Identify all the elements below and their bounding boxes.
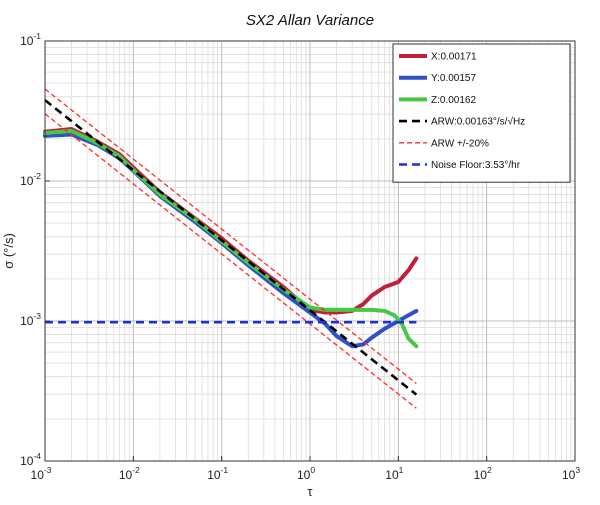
y-tick-label: 10-2 [20,171,41,188]
series-line-3 [44,99,418,396]
y-axis-ticks: 10-410-310-210-1 [20,31,50,468]
y-tick-label: 10-4 [20,451,41,468]
x-tick-base: 10 [562,468,576,482]
x-tick-exponent: -1 [221,465,229,475]
x-tick-label: 101 [385,465,403,482]
legend-label: Noise Floor:3.53°/hr [431,160,521,171]
legend-label: Y:0.00157 [431,73,476,84]
chart-title: SX2 Allan Variance [246,12,374,29]
y-tick-base: 10 [20,314,34,328]
x-axis-label: τ [307,484,313,499]
y-tick-base: 10 [20,454,34,468]
legend: X:0.00171 Y:0.00157 Z:0.00162 ARW:0.00163°/… [392,43,571,183]
y-tick-label: 10-1 [20,31,41,48]
series-line-5 [44,113,417,409]
legend-label: Z:0.00162 [431,95,476,106]
x-tick-base: 10 [31,468,45,482]
legend-label: ARW:0.00163°/s/√Hz [431,116,525,128]
x-tick-base: 10 [474,468,488,482]
x-tick-exponent: 1 [399,465,404,475]
series-line-1 [43,132,419,349]
y-tick-label: 10-3 [20,311,41,328]
x-tick-label: 10-3 [31,465,52,482]
x-tick-base: 10 [119,468,133,482]
y-tick-exponent: -1 [33,31,41,41]
y-tick-base: 10 [20,174,34,188]
x-tick-label: 10-2 [119,465,140,482]
x-tick-exponent: 3 [575,465,580,475]
y-axis-label: σ (°/s) [1,233,16,269]
y-tick-exponent: -3 [33,311,41,321]
x-tick-base: 10 [297,468,311,482]
x-tick-label: 100 [297,465,315,482]
legend-label: ARW +/-20% [431,138,489,149]
x-tick-exponent: -2 [132,465,140,475]
x-tick-label: 10-1 [207,465,228,482]
x-tick-base: 10 [207,468,221,482]
legend-box [392,43,571,183]
series-line-4 [44,88,417,384]
y-tick-base: 10 [20,34,34,48]
x-tick-exponent: 0 [310,465,315,475]
x-axis-ticks: 10-3 10-2 10-1 100 101 102 103 [31,456,580,482]
series-layer [43,88,419,409]
y-tick-exponent: -4 [33,451,41,461]
x-tick-label: 103 [562,465,580,482]
series-line-0 [43,127,419,315]
x-tick-base: 10 [385,468,399,482]
legend-label: X:0.00171 [431,52,477,63]
y-tick-exponent: -2 [33,171,41,181]
x-tick-label: 102 [474,465,492,482]
series-line-2 [43,128,419,349]
x-tick-exponent: -3 [44,465,52,475]
x-tick-exponent: 2 [487,465,492,475]
